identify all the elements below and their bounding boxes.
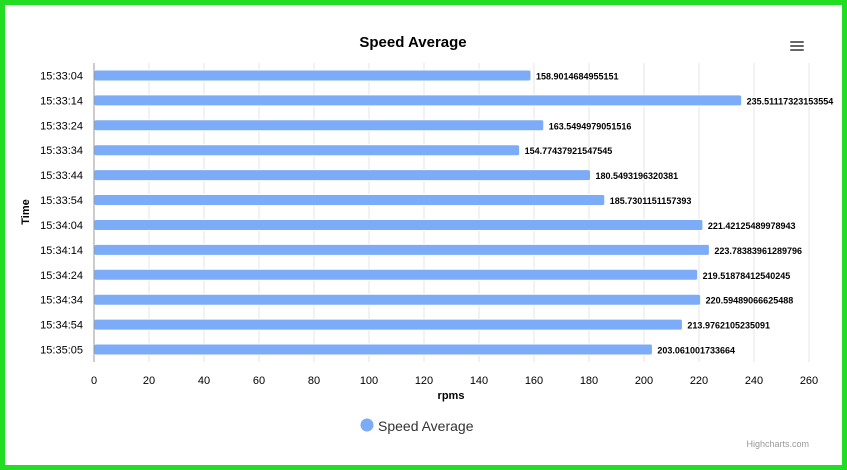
bar[interactable] — [93, 194, 606, 207]
gridlines — [148, 63, 810, 362]
x-tick-label: 140 — [470, 375, 488, 387]
x-tick-label: 260 — [800, 375, 818, 387]
x-tick-label: 120 — [415, 375, 433, 387]
bar[interactable] — [93, 169, 592, 182]
category-label: 15:33:14 — [40, 95, 83, 107]
bar[interactable] — [93, 343, 653, 356]
data-label: 220.59489066625488 — [706, 296, 794, 306]
bar[interactable] — [93, 144, 521, 157]
y-axis-title: Time — [20, 199, 32, 224]
category-label: 15:33:34 — [40, 145, 83, 157]
credits-text[interactable]: Highcharts.com — [746, 439, 809, 449]
category-label: 15:33:54 — [40, 195, 83, 207]
legend-marker — [360, 418, 374, 432]
legend-label: Speed Average — [378, 418, 474, 434]
x-tick-labels: 0 20 40 60 80 100 120 140 160 180 200 220 240 260 — [91, 375, 818, 387]
category-label: 15:34:24 — [40, 270, 83, 282]
category-label: 15:33:24 — [40, 120, 83, 132]
bar[interactable] — [93, 318, 683, 331]
bar[interactable] — [93, 243, 710, 256]
data-labels: 158.9014684955151 235.51117323153554 163.5… — [524, 70, 835, 356]
x-tick-label: 160 — [525, 375, 543, 387]
x-tick-label: 40 — [198, 375, 210, 387]
category-label: 15:34:34 — [40, 295, 83, 307]
category-label: 15:33:44 — [40, 170, 83, 182]
data-label: 154.77437921547545 — [525, 146, 613, 156]
x-axis-title: rpms — [438, 390, 465, 402]
data-label: 158.9014684955151 — [536, 71, 619, 81]
x-tick-label: 240 — [745, 375, 763, 387]
data-label: 213.9762105235091 — [687, 321, 770, 331]
category-label: 15:34:04 — [40, 220, 83, 232]
legend-item-speed-average[interactable]: Speed Average — [360, 418, 474, 434]
category-label: 15:34:14 — [40, 245, 83, 257]
x-tick-label: 60 — [253, 375, 265, 387]
x-tick-label: 200 — [635, 375, 653, 387]
data-label: 163.5494979051516 — [549, 121, 632, 131]
category-label: 15:34:54 — [40, 320, 83, 332]
data-label: 180.5493196320381 — [596, 171, 679, 181]
data-label: 203.061001733664 — [657, 346, 735, 356]
data-label: 185.7301151157393 — [610, 196, 692, 206]
bar[interactable] — [93, 119, 545, 132]
x-tick-label: 0 — [91, 375, 97, 387]
x-tick-label: 220 — [690, 375, 708, 387]
data-label: 223.78383961289796 — [714, 246, 802, 256]
chart-title: Speed Average — [359, 34, 466, 51]
hamburger-menu-icon[interactable] — [788, 38, 808, 54]
category-labels: 15:33:04 15:33:14 15:33:24 15:33:34 15:33:44… — [40, 70, 83, 356]
bar[interactable] — [93, 94, 743, 107]
data-label: 219.51878412540245 — [703, 271, 791, 281]
data-label: 235.51117323153554 — [747, 96, 834, 106]
bar[interactable] — [93, 218, 704, 231]
category-label: 15:33:04 — [40, 70, 83, 82]
bar[interactable] — [93, 268, 699, 281]
x-tick-label: 80 — [308, 375, 320, 387]
data-label: 221.42125489978943 — [708, 221, 796, 231]
x-tick-label: 20 — [143, 375, 155, 387]
bars — [93, 69, 743, 356]
bar[interactable] — [93, 69, 532, 82]
x-tick-label: 100 — [360, 375, 378, 387]
category-label: 15:35:05 — [40, 345, 83, 357]
bar[interactable] — [93, 293, 702, 306]
x-tick-label: 180 — [580, 375, 598, 387]
